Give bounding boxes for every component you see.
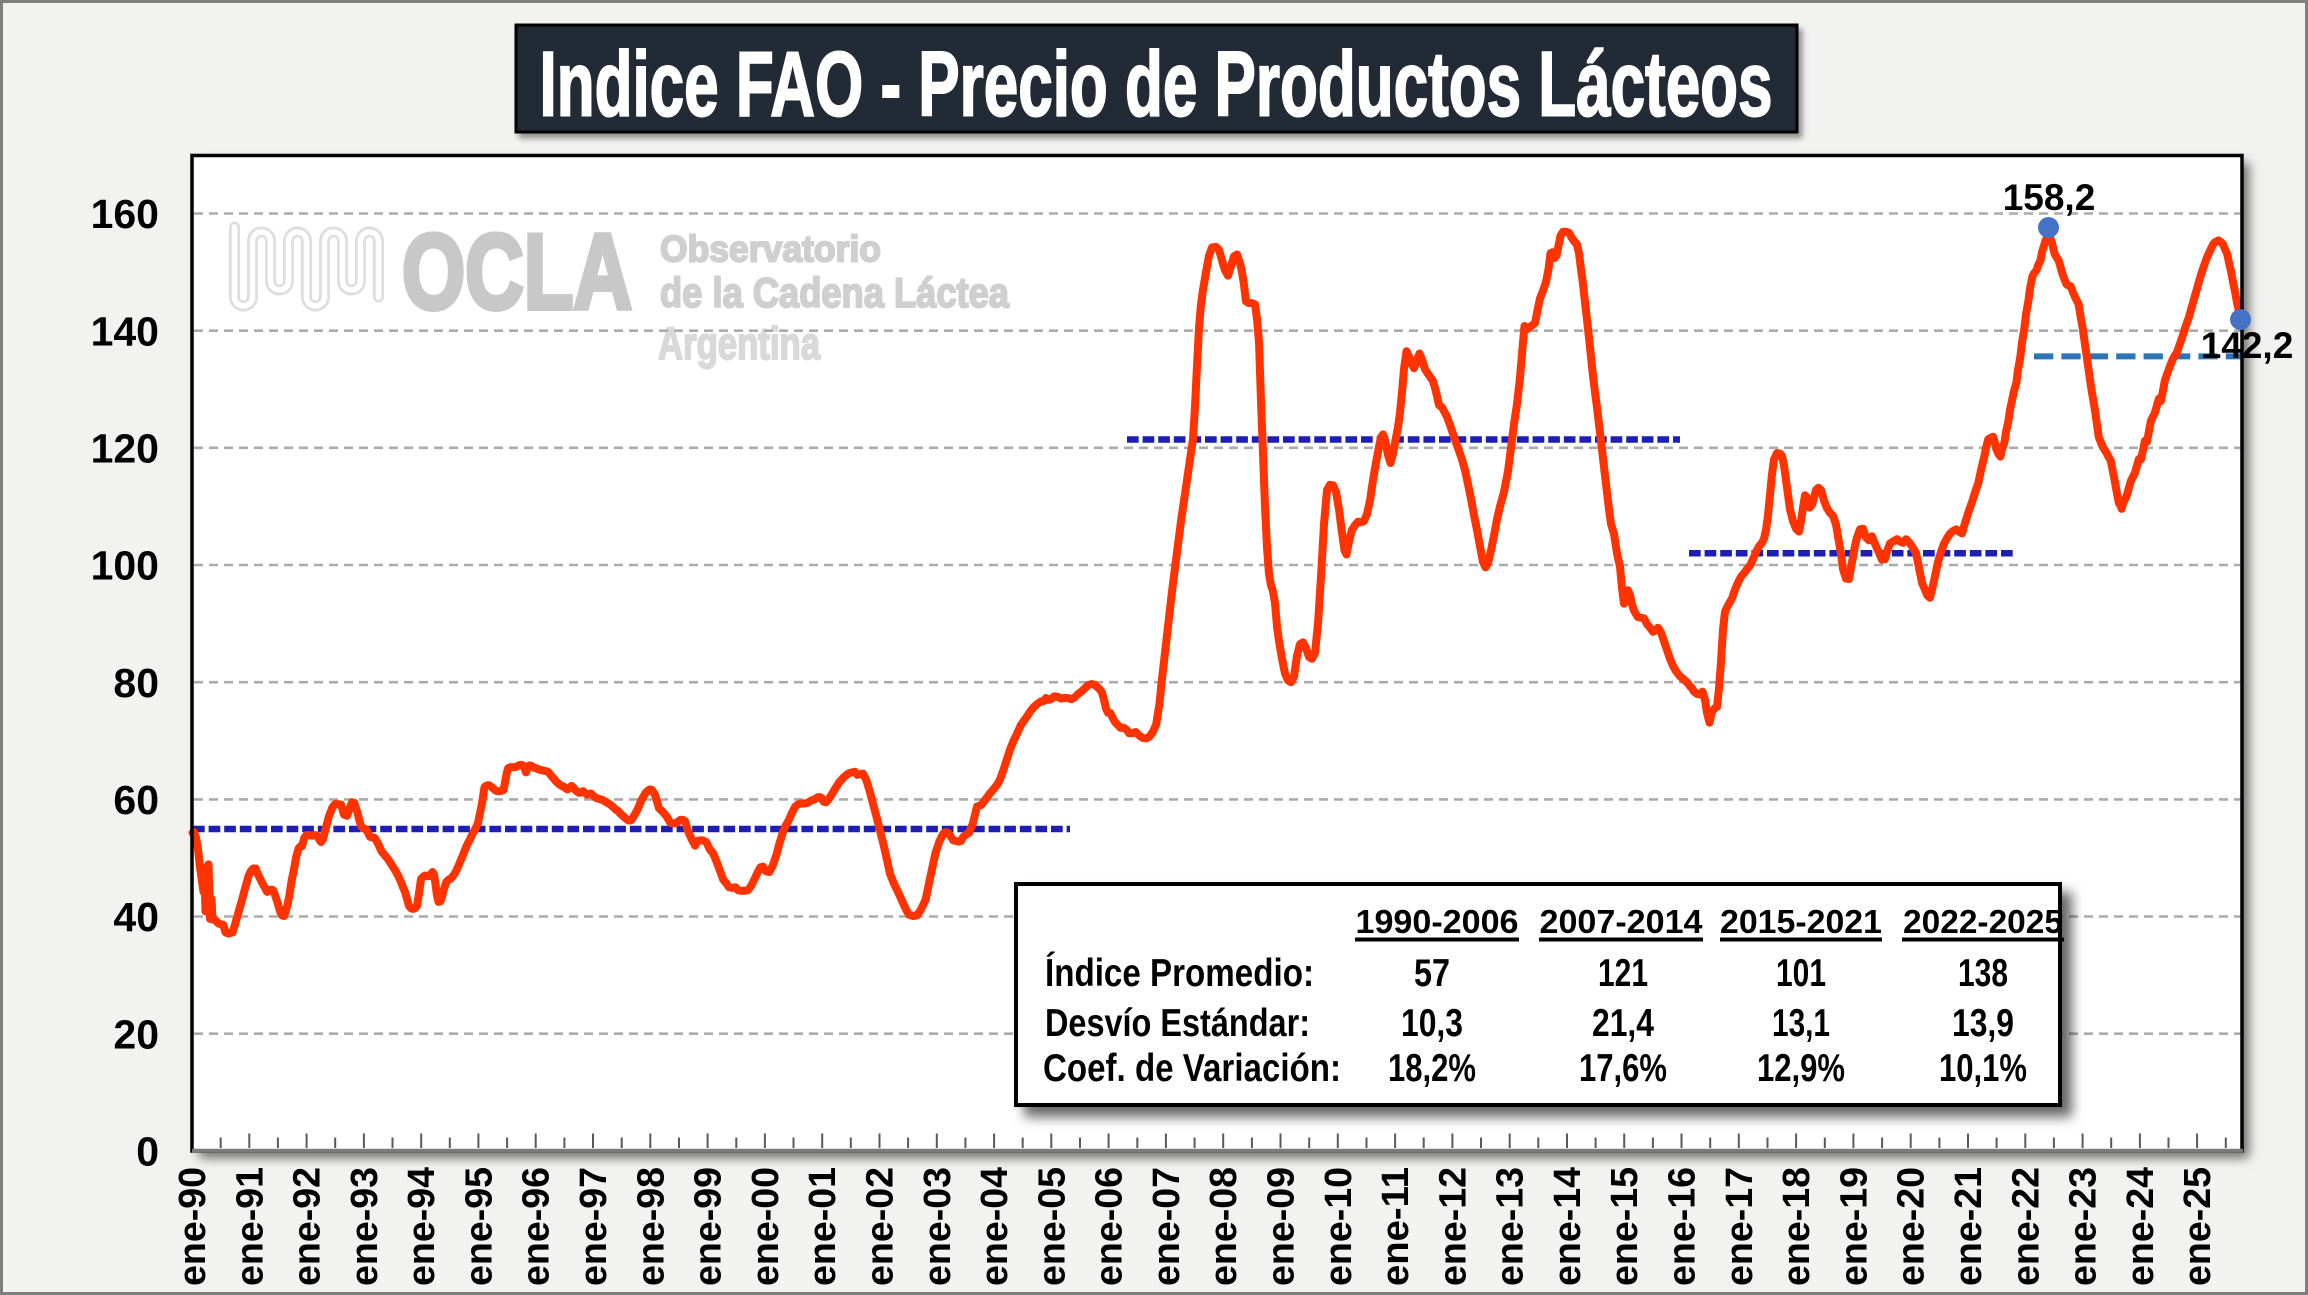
svg-text:ene-08: ene-08 xyxy=(1203,1167,1245,1286)
svg-text:ene-99: ene-99 xyxy=(688,1167,730,1286)
svg-text:ene-06: ene-06 xyxy=(1089,1167,1131,1286)
svg-text:ene-10: ene-10 xyxy=(1318,1167,1360,1286)
svg-text:160: 160 xyxy=(91,191,159,237)
svg-text:ene-95: ene-95 xyxy=(458,1167,500,1286)
svg-text:101: 101 xyxy=(1776,952,1826,995)
svg-text:ene-12: ene-12 xyxy=(1432,1167,1474,1286)
svg-text:10,1%: 10,1% xyxy=(1939,1047,2027,1090)
svg-text:ene-16: ene-16 xyxy=(1662,1167,1704,1286)
svg-text:ene-11: ene-11 xyxy=(1375,1167,1417,1286)
svg-text:ene-03: ene-03 xyxy=(917,1167,959,1286)
svg-text:ene-24: ene-24 xyxy=(2120,1167,2162,1286)
svg-text:ene-90: ene-90 xyxy=(172,1167,214,1286)
svg-text:ene-09: ene-09 xyxy=(1261,1167,1303,1286)
svg-text:121: 121 xyxy=(1598,952,1648,995)
svg-text:158,2: 158,2 xyxy=(2003,177,2096,218)
svg-text:10,3: 10,3 xyxy=(1401,1002,1463,1045)
svg-text:17,6%: 17,6% xyxy=(1579,1047,1667,1090)
svg-text:120: 120 xyxy=(91,425,159,471)
svg-text:2015-2021: 2015-2021 xyxy=(1720,903,1882,940)
svg-text:Observatorio: Observatorio xyxy=(660,229,881,270)
svg-text:Argentina: Argentina xyxy=(658,318,821,369)
svg-text:ene-00: ene-00 xyxy=(745,1167,787,1286)
svg-text:21,4: 21,4 xyxy=(1592,1002,1654,1045)
svg-text:Desvío Estándar:: Desvío Estándar: xyxy=(1045,1002,1310,1045)
svg-text:ene-01: ene-01 xyxy=(802,1167,844,1286)
svg-text:ene-96: ene-96 xyxy=(516,1167,558,1286)
svg-text:ene-17: ene-17 xyxy=(1719,1167,1761,1286)
svg-text:ene-97: ene-97 xyxy=(573,1167,615,1286)
svg-text:Coef. de Variación:: Coef. de Variación: xyxy=(1043,1047,1341,1090)
svg-text:ene-04: ene-04 xyxy=(974,1167,1016,1286)
svg-text:ene-05: ene-05 xyxy=(1031,1167,1073,1286)
svg-text:ene-98: ene-98 xyxy=(630,1167,672,1286)
svg-text:Índice Promedio:: Índice Promedio: xyxy=(1045,951,1314,995)
svg-text:ene-94: ene-94 xyxy=(401,1167,443,1286)
svg-text:0: 0 xyxy=(136,1129,159,1175)
svg-text:OCLA: OCLA xyxy=(402,212,632,332)
svg-text:ene-14: ene-14 xyxy=(1547,1167,1589,1286)
svg-text:ene-07: ene-07 xyxy=(1146,1167,1188,1286)
svg-text:142,2: 142,2 xyxy=(2201,325,2294,366)
svg-text:40: 40 xyxy=(113,894,159,940)
svg-text:20: 20 xyxy=(113,1011,159,1057)
svg-text:18,2%: 18,2% xyxy=(1388,1047,1476,1090)
svg-text:Indice FAO - Precio de Product: Indice FAO - Precio de Productos Lácteos xyxy=(540,34,1773,136)
svg-text:2007-2014: 2007-2014 xyxy=(1540,903,1704,940)
svg-text:138: 138 xyxy=(1958,952,2008,995)
svg-text:ene-20: ene-20 xyxy=(1891,1167,1933,1286)
svg-text:ene-22: ene-22 xyxy=(2005,1167,2047,1286)
svg-text:ene-91: ene-91 xyxy=(229,1167,271,1286)
svg-text:ene-21: ene-21 xyxy=(1948,1167,1990,1286)
svg-text:140: 140 xyxy=(91,308,159,354)
svg-text:ene-18: ene-18 xyxy=(1776,1167,1818,1286)
svg-text:ene-92: ene-92 xyxy=(287,1167,329,1286)
svg-text:ene-25: ene-25 xyxy=(2177,1167,2219,1286)
svg-text:57: 57 xyxy=(1414,952,1450,995)
svg-text:ene-13: ene-13 xyxy=(1490,1167,1532,1286)
svg-text:ene-15: ene-15 xyxy=(1604,1167,1646,1286)
svg-text:100: 100 xyxy=(91,543,159,589)
svg-text:ene-19: ene-19 xyxy=(1833,1167,1875,1286)
svg-text:ene-23: ene-23 xyxy=(2063,1167,2105,1286)
svg-text:de la Cadena Láctea: de la Cadena Láctea xyxy=(660,269,1010,316)
svg-text:12,9%: 12,9% xyxy=(1757,1047,1845,1090)
svg-text:80: 80 xyxy=(113,660,159,706)
svg-text:ene-02: ene-02 xyxy=(860,1167,902,1286)
svg-text:ene-93: ene-93 xyxy=(344,1167,386,1286)
svg-text:13,1: 13,1 xyxy=(1772,1002,1830,1045)
svg-text:13,9: 13,9 xyxy=(1952,1002,2014,1045)
svg-text:60: 60 xyxy=(113,777,159,823)
svg-text:2022-2025: 2022-2025 xyxy=(1903,903,2063,940)
svg-text:1990-2006: 1990-2006 xyxy=(1356,903,1519,940)
